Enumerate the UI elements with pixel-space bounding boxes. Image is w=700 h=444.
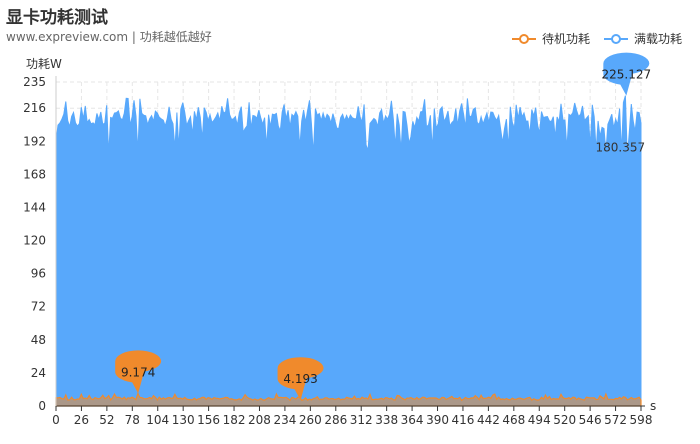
y-tick-label: 0 — [38, 399, 46, 413]
x-tick-label: 234 — [273, 413, 296, 427]
y-tick-label: 120 — [23, 234, 46, 248]
x-tick-label: 312 — [350, 413, 373, 427]
x-tick-label: 208 — [248, 413, 271, 427]
y-tick-label: 168 — [23, 167, 46, 181]
x-tick-label: 0 — [52, 413, 60, 427]
x-tick-label: 494 — [528, 413, 551, 427]
axes: 0 24 48 72 96 120 144 168 192 216 235 0 26 52 78 104 130… — [23, 75, 652, 427]
y-tick-label: 24 — [31, 366, 46, 380]
x-tick-label: 130 — [172, 413, 195, 427]
x-tick-label: 52 — [99, 413, 114, 427]
x-tick-label: 416 — [452, 413, 475, 427]
x-tick-label: 468 — [502, 413, 525, 427]
chart-title: 显卡功耗测试 — [6, 8, 108, 28]
y-tick-label: 72 — [31, 300, 46, 314]
idle-max-marker: 9.174 — [115, 350, 162, 394]
x-tick-label: 156 — [197, 413, 220, 427]
legend-swatch-idle-icon — [511, 33, 536, 44]
x-tick-label: 104 — [146, 413, 169, 427]
x-tick-label: 572 — [604, 413, 627, 427]
y-axis-label: 功耗W — [26, 57, 62, 71]
legend-label-idle: 待机功耗 — [541, 32, 590, 46]
idle-max-marker-label: 9.174 — [121, 365, 155, 379]
x-tick-label: 598 — [630, 413, 653, 427]
idle-min-marker-label: 4.193 — [283, 372, 317, 386]
extreme-markers: 9.174 4.193 225.127 180.357 — [115, 52, 652, 401]
y-tick-label: 48 — [31, 333, 46, 347]
x-tick-label: 78 — [125, 413, 140, 427]
x-tick-label: 260 — [299, 413, 322, 427]
chart-subtitle: www.expreview.com | 功耗越低越好 — [6, 30, 212, 44]
idle-min-marker: 4.193 — [277, 357, 324, 401]
series-load-area — [55, 95, 642, 407]
x-axis-label: s — [650, 399, 656, 413]
load-max-marker: 225.127 — [602, 52, 652, 96]
x-tick-label: 182 — [223, 413, 246, 427]
x-tick-label: 26 — [74, 413, 89, 427]
y-tick-label: 235 — [23, 75, 46, 89]
x-tick-label: 364 — [401, 413, 424, 427]
legend-item-load[interactable]: 满载功耗 — [603, 30, 682, 47]
series-idle-area — [55, 391, 642, 407]
load-max-marker-label: 225.127 — [602, 68, 652, 82]
legend-swatch-load-icon — [603, 33, 628, 44]
x-tick-label: 338 — [375, 413, 398, 427]
legend: 待机功耗 满载功耗 — [511, 30, 682, 47]
legend-label-load: 满载功耗 — [633, 32, 682, 46]
y-tick-label: 216 — [23, 101, 46, 115]
y-tick-label: 96 — [31, 267, 46, 281]
x-tick-label: 286 — [324, 413, 347, 427]
x-tick-label: 546 — [579, 413, 602, 427]
x-tick-label: 390 — [426, 413, 449, 427]
y-tick-label: 144 — [23, 200, 46, 214]
y-tick-label: 192 — [23, 134, 46, 148]
legend-item-idle[interactable]: 待机功耗 — [511, 30, 590, 47]
x-tick-label: 442 — [477, 413, 500, 427]
load-min-label: 180.357 — [596, 140, 646, 154]
x-tick-label: 520 — [553, 413, 576, 427]
series-areas — [55, 95, 642, 407]
